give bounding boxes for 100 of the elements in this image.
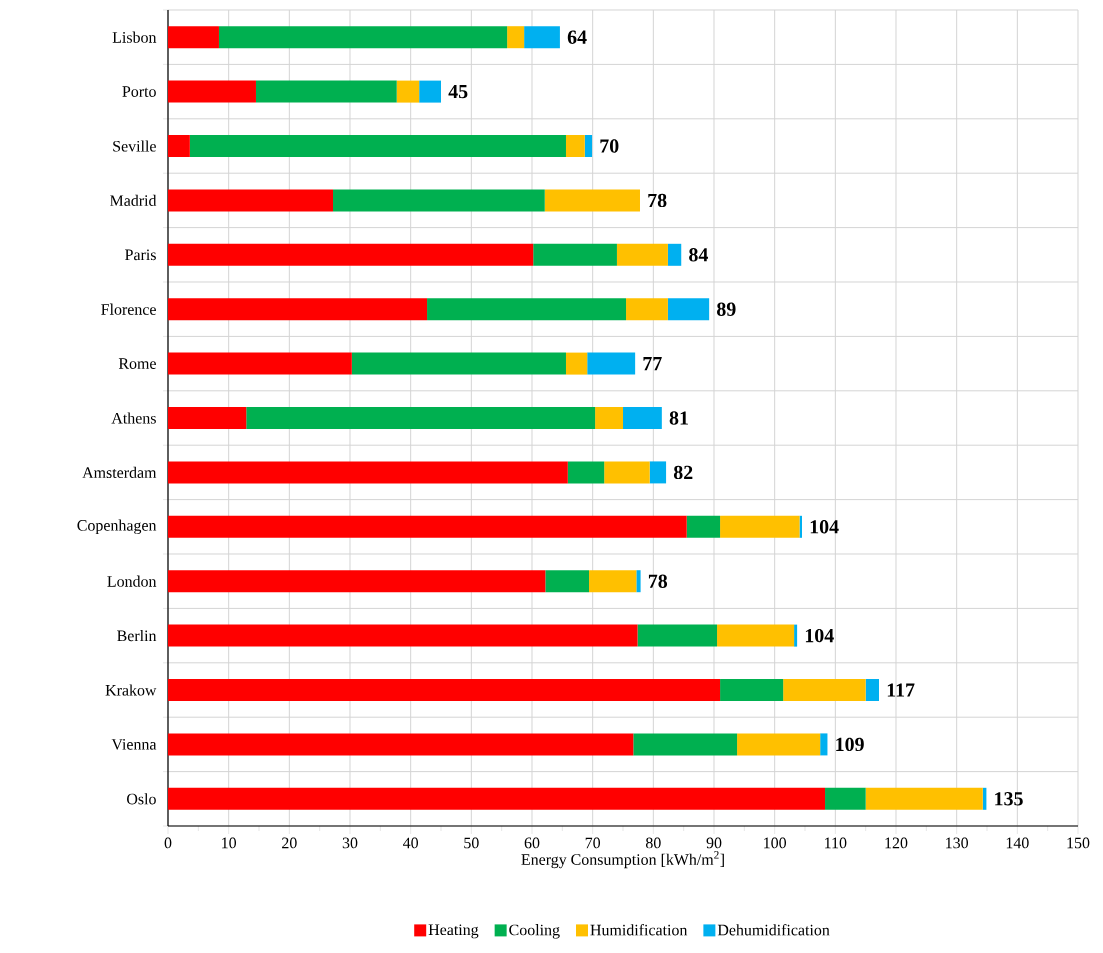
bar (783, 679, 866, 702)
bar (865, 787, 983, 810)
bar (717, 624, 795, 647)
total-label: 89 (717, 302, 736, 316)
bar (168, 352, 352, 375)
total-label: 81 (669, 411, 688, 425)
bar (565, 352, 588, 375)
total-label: 70 (600, 139, 619, 153)
total-label: 45 (448, 84, 468, 99)
y-tick-label: Copenhagen (77, 519, 157, 535)
bar (820, 733, 828, 756)
y-tick-label: Krakow (105, 684, 157, 696)
y-tick-label: Florence (101, 303, 156, 315)
y-tick-label: Amsterdam (82, 466, 157, 479)
y-tick-label: Seville (113, 140, 156, 152)
x-tick-label: 80 (645, 837, 661, 849)
bar (255, 80, 397, 103)
y-tick-label: Oslo (127, 793, 156, 805)
bar (168, 515, 687, 538)
y-tick-label: London (107, 575, 157, 587)
bar (168, 733, 634, 756)
total-label: 117 (887, 683, 915, 697)
bar (168, 570, 546, 593)
bar (623, 407, 662, 429)
bar (168, 624, 638, 647)
y-tick-label: Athens (111, 412, 156, 424)
x-tick-label: 10 (222, 837, 237, 849)
bar (589, 570, 637, 593)
bar (633, 733, 738, 756)
x-tick-label: 20 (282, 837, 297, 849)
bar (649, 461, 667, 484)
total-label: 135 (995, 792, 1023, 806)
legend-label: Humidification (590, 924, 688, 936)
total-label: 109 (836, 737, 864, 752)
bar (351, 352, 566, 375)
bar (825, 787, 866, 810)
total-label: 84 (689, 248, 708, 262)
x-tick-label: 30 (342, 837, 358, 849)
bar (637, 624, 718, 647)
bar (544, 189, 640, 212)
bar (427, 298, 627, 321)
total-label: 78 (648, 193, 667, 208)
bar (246, 407, 596, 429)
bar (545, 570, 590, 593)
x-tick-label: 0 (164, 837, 172, 849)
y-tick-label: Berlin (117, 630, 157, 642)
x-tick-label: 40 (403, 837, 419, 849)
x-tick-label: 70 (585, 837, 601, 849)
y-tick-label: Paris (125, 249, 156, 261)
total-label: 78 (648, 574, 668, 588)
bar (720, 679, 784, 702)
bar (737, 733, 821, 756)
x-tick-label: 120 (885, 837, 908, 849)
y-tick-label: Rome (118, 358, 156, 369)
x-tick-label: 130 (946, 837, 969, 849)
bar (218, 26, 508, 49)
x-tick-label: 50 (464, 837, 479, 849)
bar (865, 679, 880, 702)
bar (686, 515, 721, 538)
total-label: 104 (810, 520, 839, 534)
bar (168, 679, 721, 702)
x-axis-title: Energy Consumption [kWh/m$^{2}$] (521, 851, 724, 869)
bar (533, 243, 617, 266)
bar (567, 461, 605, 484)
bar (168, 26, 219, 49)
bar (333, 189, 545, 212)
bar (604, 461, 650, 484)
x-tick-label: 110 (825, 837, 847, 849)
total-label: 64 (567, 30, 587, 44)
y-tick-label: Porto (122, 86, 156, 97)
bar (168, 461, 568, 484)
bar (168, 135, 190, 157)
bar (616, 243, 668, 266)
x-tick-label: 150 (1067, 837, 1090, 849)
bar (524, 26, 560, 49)
legend-label: Cooling (509, 924, 560, 939)
y-tick-label: Lisbon (112, 31, 157, 43)
legend-label: Heating (428, 924, 479, 939)
bar (396, 80, 420, 103)
bar (419, 80, 441, 103)
bar (168, 189, 334, 212)
bar (168, 407, 247, 429)
bar (168, 243, 534, 266)
x-tick-label: 140 (1006, 837, 1029, 849)
x-tick-label: 60 (524, 837, 540, 849)
bar (667, 298, 710, 321)
bar (168, 787, 826, 810)
total-label: 77 (643, 357, 662, 371)
total-label: 104 (805, 628, 834, 643)
bar (168, 80, 256, 103)
bar (507, 26, 525, 49)
bar (565, 135, 585, 157)
bar (667, 243, 682, 266)
bar (587, 352, 636, 375)
bar (636, 570, 641, 593)
bar (626, 298, 668, 321)
x-tick-label: 90 (706, 837, 722, 849)
bar (794, 624, 798, 647)
bar (189, 135, 566, 157)
bar (584, 135, 593, 157)
